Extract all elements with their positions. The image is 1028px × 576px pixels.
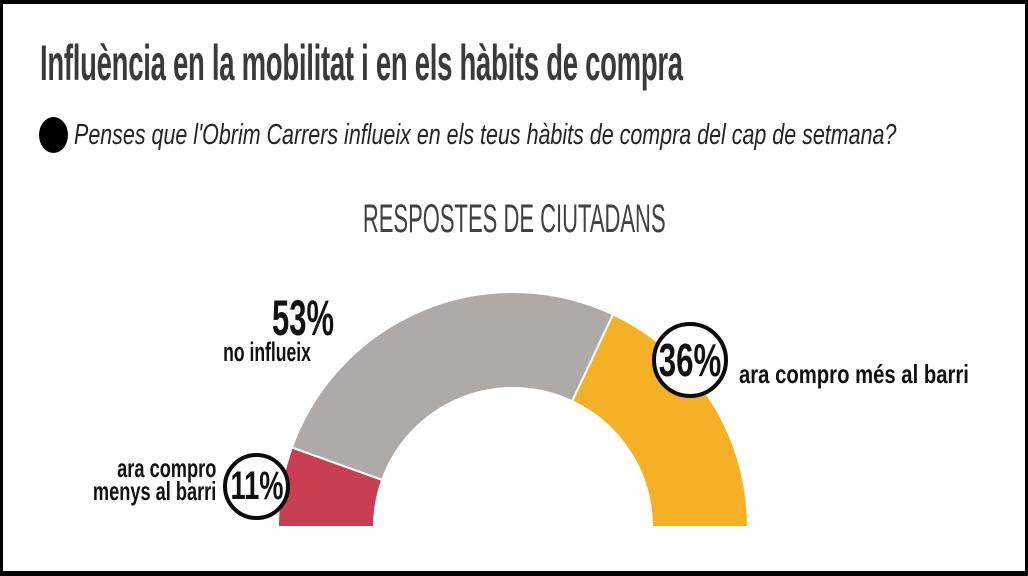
gray-segment-text-label: no influeix xyxy=(223,337,311,367)
red-segment-percent-badge: 11% xyxy=(223,453,290,520)
page-title: Influència en la mobilitat i en els hàbi… xyxy=(40,35,683,91)
gray-segment-percent-label: 53% xyxy=(271,290,335,346)
red-label-line1: ara compro xyxy=(116,453,216,483)
bullet-icon xyxy=(39,117,68,153)
chart-title-wrap: RESPOSTES DE CIUTADANS xyxy=(0,197,1028,242)
red-label-line2: menys al barri xyxy=(92,476,216,506)
yellow-segment-percent-value: 36% xyxy=(658,334,722,386)
half-donut-chart xyxy=(276,291,750,528)
survey-question: Penses que l'Obrim Carrers influeix en e… xyxy=(74,119,897,151)
donut-segment-1 xyxy=(290,291,615,482)
red-segment-text-label: ara compro menys al barri xyxy=(92,453,216,506)
red-segment-percent-value: 11% xyxy=(230,464,283,508)
chart-title: RESPOSTES DE CIUTADANS xyxy=(362,197,666,241)
yellow-segment-text-label: ara compro més al barri xyxy=(739,359,969,389)
yellow-segment-percent-badge: 36% xyxy=(652,322,728,398)
